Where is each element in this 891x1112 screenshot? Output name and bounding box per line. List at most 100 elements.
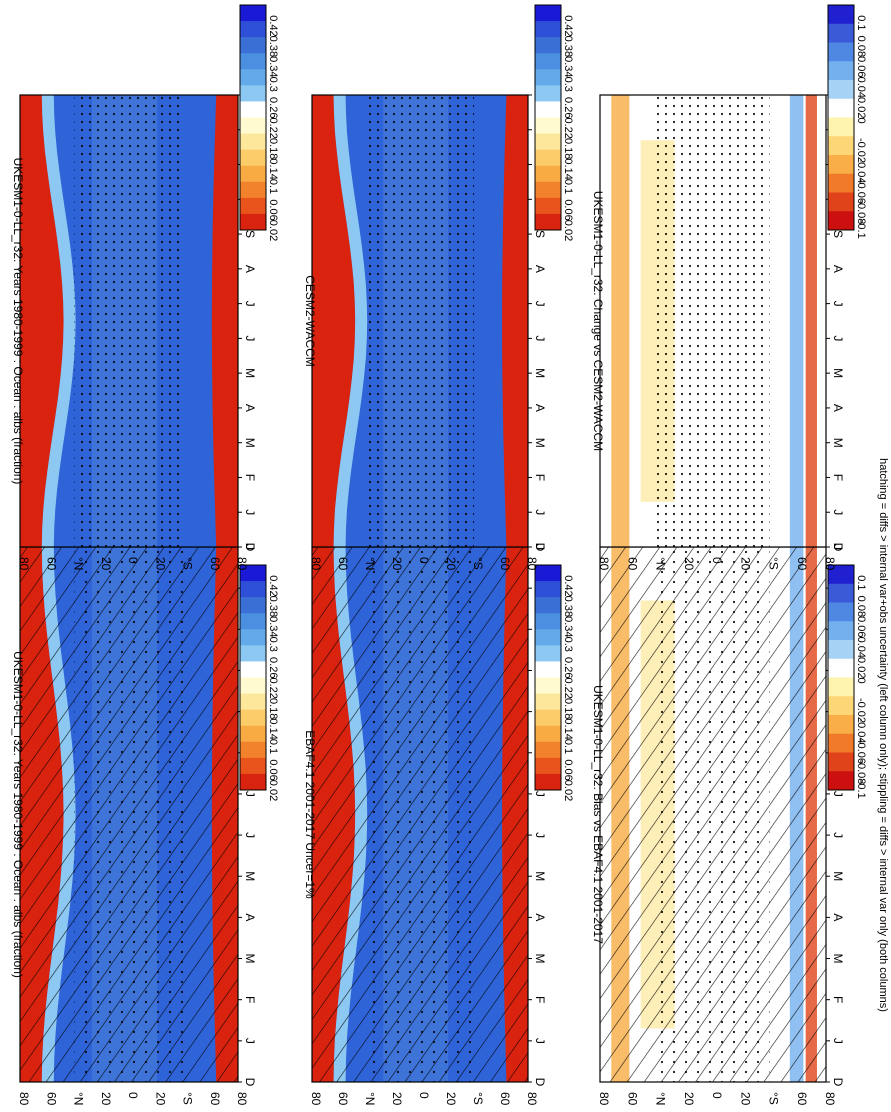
colorbar-swatch — [535, 661, 561, 678]
colorbar-swatch — [828, 98, 854, 118]
lat-tick-label: °S — [471, 1092, 485, 1105]
field-south-polar — [211, 95, 238, 547]
colorbar-swatch — [240, 741, 266, 759]
lat-tick-label: 60 — [208, 1092, 222, 1106]
colorbar-swatch — [828, 621, 854, 641]
month-tick-label: F — [243, 474, 257, 481]
month-tick-label: F — [533, 996, 547, 1003]
field-south-polar — [502, 95, 528, 547]
month-tick-label: A — [243, 913, 257, 921]
colorbar-swatch — [535, 149, 561, 167]
colorbar-tick-label: 0.22 — [562, 678, 574, 699]
colorbar-tick-label: 0.14 — [267, 158, 279, 179]
lat-tick-label: 60 — [625, 1092, 639, 1106]
month-tick-label: F — [831, 996, 845, 1003]
month-tick-label: M — [243, 438, 257, 448]
panel-0: DJFMAMJJASONDJ8060°N20020°S6080UKESM1-0-… — [11, 544, 279, 1106]
colorbar-tick-label: 0.18 — [562, 138, 574, 159]
month-tick-label: J — [831, 544, 845, 550]
stippling-overlay — [656, 547, 770, 1082]
panel-frame — [19, 94, 239, 548]
colorbar-swatch — [240, 629, 266, 646]
colorbar-swatch — [535, 757, 561, 775]
colorbar-swatch — [535, 597, 561, 614]
colorbar-tick-label: 0.02 — [267, 780, 279, 801]
colorbar-tick-label: 0.02 — [562, 780, 574, 801]
colorbar-swatch — [240, 117, 266, 135]
colorbar-frame — [827, 564, 855, 791]
lat-tick-label: 60 — [336, 557, 350, 571]
colorbar-tick-label: -0.08 — [855, 759, 867, 784]
month-tick-label: J — [533, 544, 547, 550]
colorbar-swatch — [535, 709, 561, 727]
month-tick-label: D — [533, 1078, 547, 1087]
colorbar-swatch — [828, 136, 854, 156]
month-tick-label: J — [831, 335, 845, 341]
colorbar-tick-label: 0.02 — [562, 220, 574, 241]
colorbar-swatch — [240, 645, 266, 662]
panel-title: CESM2-WACCM — [303, 275, 317, 367]
colorbar-swatch — [828, 80, 854, 100]
lat-tick-label: 0 — [126, 557, 140, 564]
month-tick-label: J — [243, 1038, 257, 1044]
lat-tick-label: °S — [181, 1092, 195, 1105]
panel-3: DJFMAMJJASONDJ8060°N20020°S6080UKESM1-0-… — [11, 4, 279, 571]
lat-tick-label: °N — [363, 1092, 377, 1105]
month-tick-label: F — [243, 996, 257, 1003]
lat-tick-label: 20 — [738, 557, 752, 571]
colorbar-tick-label: 0.22 — [267, 678, 279, 699]
lat-tick-label: 0 — [417, 1092, 431, 1099]
field-north-polar — [312, 95, 356, 547]
colorbar-swatch — [240, 709, 266, 727]
colorbar-tick-label: 0.04 — [855, 637, 867, 658]
colorbar-tick-label: 0.42 — [562, 15, 574, 36]
colorbar-swatch — [535, 5, 561, 22]
colorbar-swatch — [240, 773, 266, 791]
month-tick-label: J — [243, 832, 257, 838]
colorbar-tick-label: 0.02 — [855, 97, 867, 118]
lat-tick-label: 20 — [444, 1092, 458, 1106]
colorbar-swatch — [535, 565, 561, 582]
month-tick-label: J — [243, 301, 257, 307]
lat-tick-label: 60 — [44, 557, 58, 571]
colorbar-tick-label: -0.04 — [855, 158, 867, 183]
colorbar-tick-label: 0.3 — [267, 637, 279, 652]
colorbar-tick-label: -0.02 — [855, 698, 867, 723]
lat-tick-label: 80 — [309, 1092, 323, 1106]
panel-2: DJFMAMJJASONDJ8060°N20020°S6080UKESM1-0-… — [591, 544, 867, 1106]
colorbar-swatch — [535, 725, 561, 743]
month-tick-label: J — [533, 509, 547, 515]
month-tick-label: M — [243, 368, 257, 378]
lat-tick-label: 80 — [17, 1092, 31, 1106]
colorbar-swatch — [535, 85, 561, 102]
colorbar-swatch — [535, 21, 561, 38]
colorbar-tick-label: 0.18 — [562, 698, 574, 719]
lat-tick-label: 20 — [444, 557, 458, 571]
colorbar-swatch — [240, 197, 266, 215]
lat-tick-label: 0 — [710, 557, 724, 564]
colorbar-swatch — [535, 53, 561, 70]
lat-tick-label: 0 — [417, 557, 431, 564]
colorbar-swatch — [240, 101, 266, 118]
month-tick-label: F — [533, 474, 547, 481]
colorbar-swatch — [240, 661, 266, 678]
colorbar-tick-label: 0.06 — [562, 759, 574, 780]
lat-tick-label: 20 — [153, 1092, 167, 1106]
colorbar-tick-label: 0.3 — [562, 637, 574, 652]
month-tick-label: A — [831, 913, 845, 921]
lat-tick-label: 60 — [795, 1092, 809, 1106]
colorbar-frame — [239, 564, 267, 791]
lat-tick-label: 80 — [17, 557, 31, 571]
colorbar-swatch — [828, 565, 854, 585]
colorbar-swatch — [828, 5, 854, 25]
panel-title: UKESM1-0-LL_r32: Change vs CESM2-WACCM — [591, 191, 605, 451]
colorbar-swatch — [535, 181, 561, 199]
lat-tick-label: 60 — [498, 1092, 512, 1106]
colorbar-swatch — [240, 69, 266, 86]
colorbar-frame — [534, 564, 562, 791]
colorbar-swatch — [535, 693, 561, 711]
colorbar-swatch — [828, 211, 854, 231]
colorbar-swatch — [828, 752, 854, 772]
lat-tick-label: 0 — [126, 1092, 140, 1099]
month-tick-label: J — [831, 832, 845, 838]
